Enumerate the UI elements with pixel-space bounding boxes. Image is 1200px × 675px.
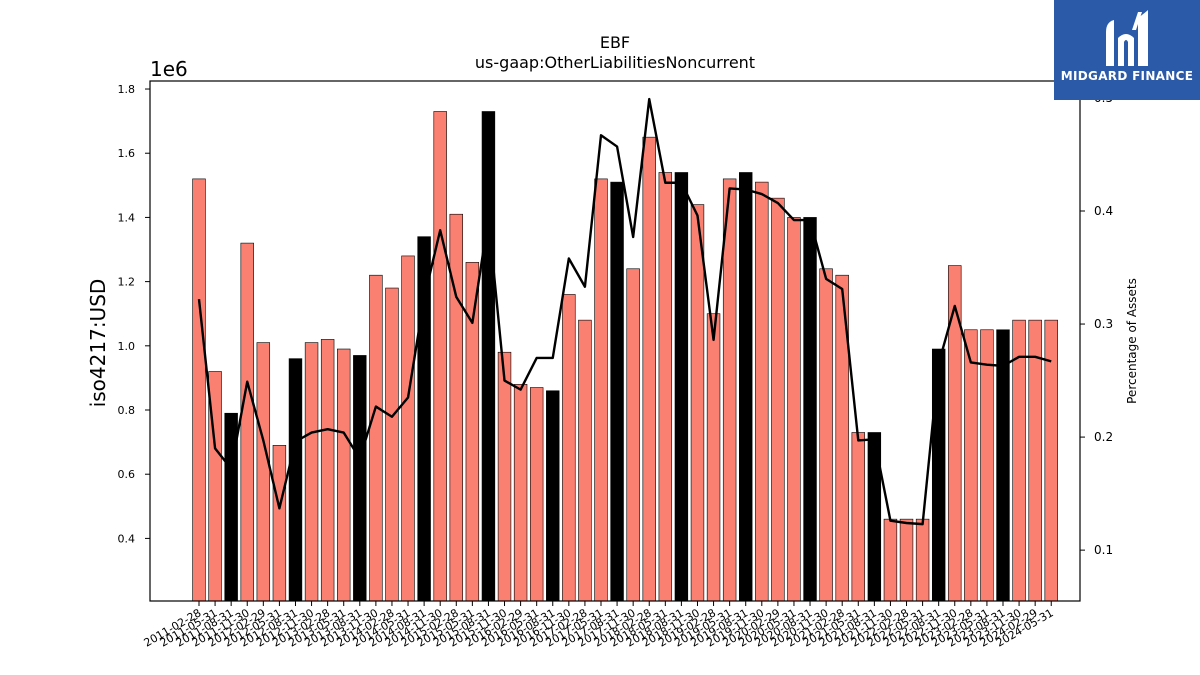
bar-2014-08-31 (417, 236, 431, 602)
bar-2012-05-31 (272, 445, 287, 602)
bar-2012-08-31 (288, 358, 303, 602)
bar-2020-05-31 (787, 217, 801, 602)
y2-tick-label: 0.4 (1094, 204, 1113, 218)
brand-name: MIDGARD FINANCE (1060, 69, 1194, 83)
bar-2022-08-31 (931, 348, 946, 602)
y2-tick-label: 0.1 (1094, 543, 1113, 557)
bar-2012-02-29 (256, 342, 271, 602)
bar-2019-08-31 (739, 172, 753, 602)
bar-2012-11-30 (304, 342, 319, 602)
bar-2011-02-28 (192, 178, 206, 602)
y-tick-label: 0.8 (118, 404, 136, 417)
bar-2022-05-31 (915, 518, 930, 602)
bar-2023-02-28 (964, 329, 978, 602)
y2-tick-label: 0.3 (1094, 317, 1113, 331)
bar-2022-02-28 (899, 518, 914, 602)
bar-2014-11-30 (433, 111, 447, 602)
bar-2016-05-31 (529, 387, 544, 602)
midgard-m-icon (1106, 10, 1148, 66)
bar-2023-11-30 (1012, 319, 1026, 602)
bar-2023-05-31 (980, 329, 994, 602)
y-tick-label: 1.2 (118, 276, 136, 289)
chart-subtitle: us-gaap:OtherLiabilitiesNoncurrent (475, 53, 755, 72)
bar-2022-11-30 (948, 265, 962, 602)
y-tick-label: 1.0 (118, 340, 136, 353)
bar-2013-05-31 (337, 348, 351, 602)
y2-axis-label: Percentage of Assets (1125, 278, 1139, 404)
bar-2018-02-28 (642, 136, 656, 602)
bar-2013-02-28 (320, 339, 335, 602)
y2-tick-label: 0.2 (1094, 430, 1113, 444)
bar-2015-11-30 (497, 351, 512, 602)
bar-2024-05-31 (1044, 319, 1058, 602)
tick-group: 0.40.60.81.01.21.41.61.80.10.20.30.40.52… (118, 83, 1114, 650)
bar-2014-02-28 (385, 287, 399, 602)
bar-2018-11-30 (690, 204, 705, 602)
y-tick-label: 1.4 (118, 211, 136, 224)
chart-title: EBF (600, 33, 630, 52)
y-axis-label: iso4217:USD (86, 279, 110, 408)
bar-2019-02-28 (706, 313, 721, 602)
bar-2016-08-31 (546, 390, 560, 602)
bar-2023-08-31 (996, 329, 1010, 602)
bar-2018-05-31 (658, 172, 673, 602)
bar-2015-08-31 (481, 111, 496, 602)
y-tick-label: 0.4 (118, 532, 136, 545)
bar-2017-08-31 (610, 181, 624, 602)
bar-2015-05-31 (465, 262, 480, 602)
bar-2024-02-29 (1028, 319, 1042, 602)
bar-2016-02-29 (513, 384, 528, 602)
y-tick-label: 1.8 (118, 83, 136, 96)
bar-2013-08-31 (353, 355, 367, 602)
y-tick-label: 1.6 (118, 147, 136, 160)
line-layer (197, 97, 1052, 526)
bar-2017-02-28 (578, 319, 592, 602)
bar-2021-05-31 (851, 432, 865, 602)
bar-2016-11-30 (562, 294, 576, 602)
plot-frame (149, 80, 1081, 602)
brand-logo: MIDGARD FINANCE (1054, 0, 1200, 100)
bar-2011-11-30 (240, 242, 254, 602)
bar-2018-08-31 (674, 172, 689, 602)
percentage-of-assets-line (197, 97, 1052, 526)
y-multiplier: 1e6 (150, 57, 188, 81)
bar-2019-11-30 (755, 181, 769, 602)
bar-2020-02-29 (771, 197, 785, 602)
bar-2014-05-31 (401, 255, 415, 602)
bar-2015-02-28 (449, 213, 463, 602)
bar-group (192, 111, 1058, 602)
bar-2019-05-31 (722, 178, 737, 602)
bar-2021-11-30 (883, 518, 898, 602)
bar-2017-05-31 (594, 178, 608, 602)
bar-2017-11-30 (626, 268, 640, 602)
bar-2013-11-30 (369, 274, 383, 602)
bar-2020-08-31 (803, 217, 817, 602)
bar-2020-11-30 (819, 268, 833, 602)
y-tick-label: 0.6 (118, 468, 136, 481)
